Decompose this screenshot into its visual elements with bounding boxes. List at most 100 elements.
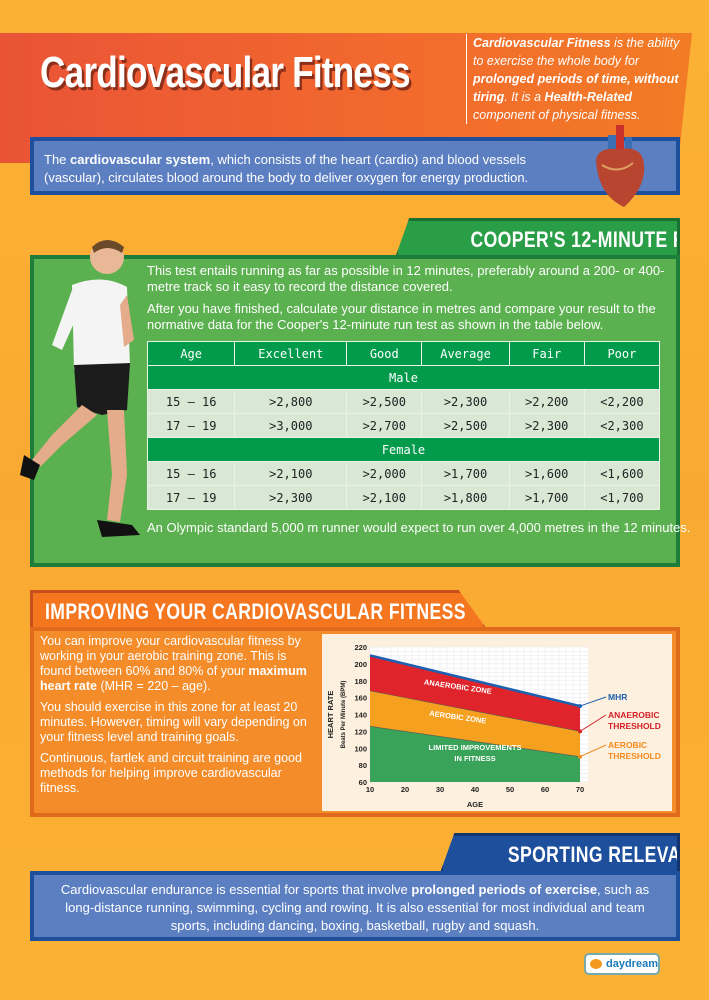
table-cell: >1,800	[421, 485, 510, 510]
table-cell: 15 – 16	[146, 389, 236, 414]
table-cell: >2,300	[421, 389, 510, 414]
text: You can improve your cardiovascular fitn…	[40, 634, 301, 678]
table-cell: <2,300	[583, 413, 661, 438]
series-label: AEROBIC THRESHOLD	[608, 740, 661, 761]
table-cell: >2,000	[346, 461, 423, 486]
aerobic-zone-area	[370, 690, 580, 757]
intro-text: The	[44, 152, 71, 167]
col-poor: Poor	[583, 341, 661, 366]
table-cell: >1,600	[508, 461, 585, 486]
table-cell: >1,700	[421, 461, 510, 486]
series-label: ANAEROBIC THRESHOLD	[608, 710, 661, 731]
limited-zone-area	[370, 726, 580, 782]
intro-box: The cardiovascular system, which consist…	[30, 137, 680, 195]
def-text: . It is a	[504, 90, 545, 104]
x-axis-title: AGE	[467, 800, 483, 809]
table-cell: >2,100	[234, 461, 348, 486]
y-tick-label: 180	[354, 677, 367, 686]
col-average: Average	[421, 341, 510, 366]
text: (MHR = 220 – age).	[96, 679, 211, 693]
sporting-heading: SPORTING RELEVANCE	[440, 833, 680, 873]
def-text: component of physical fitness.	[473, 108, 641, 122]
y-tick-label: 60	[359, 778, 367, 787]
leader-line	[579, 744, 607, 758]
table-cell: >1,700	[508, 485, 585, 510]
runner-photo	[20, 240, 140, 537]
table-cell: 15 – 16	[146, 461, 236, 486]
x-tick-label: 20	[401, 785, 409, 794]
improving-paragraph: You should exercise in this zone for at …	[40, 700, 307, 744]
cooper-norms-table: Age Excellent Good Average Fair Poor Male 15 –…	[146, 341, 661, 510]
logo-text: daydream	[606, 958, 658, 970]
limited-zone-label: IN FITNESS	[454, 754, 495, 763]
y-tick-label: 100	[354, 744, 367, 753]
text: , such as long-distance running, swimmin…	[65, 882, 650, 933]
page-title: Cardiovascular Fitness	[40, 48, 411, 97]
y-tick-label: 140	[354, 711, 367, 720]
sporting-box: Cardiovascular endurance is essential fo…	[30, 871, 680, 941]
table-cell: >2,500	[346, 389, 423, 414]
table-cell: >2,800	[234, 389, 348, 414]
text: Cardiovascular endurance is essential fo…	[60, 882, 412, 897]
series-line-2	[369, 726, 581, 757]
x-tick-label: 30	[436, 785, 444, 794]
cooper-paragraph: After you have finished, calculate your …	[147, 301, 656, 332]
leader-line	[579, 696, 607, 707]
improving-text: You can improve your cardiovascular fitn…	[40, 634, 320, 802]
def-term: Cardiovascular Fitness	[473, 36, 611, 50]
group-row: Male	[147, 365, 660, 390]
mhr-bold: maximum heart rate	[40, 664, 307, 693]
y-tick-label: 120	[354, 727, 367, 736]
improving-heading-text: IMPROVING YOUR CARDIOVASCULAR FITNESS	[45, 599, 466, 624]
def-text: is the ability to exercise the whole bod…	[473, 36, 680, 68]
x-tick-label: 10	[366, 785, 374, 794]
table-header-row: Age Excellent Good Average Fair Poor	[146, 341, 661, 366]
table-cell: <2,200	[583, 389, 661, 414]
group-label: Male	[147, 365, 660, 390]
col-excellent: Excellent	[234, 341, 348, 366]
sporting-heading-text: SPORTING RELEVANCE	[507, 842, 680, 867]
col-fair: Fair	[508, 341, 585, 366]
table-row: 17 – 19 >2,300 >2,100 >1,800 >1,700 <1,700	[146, 485, 661, 510]
table-cell: <1,600	[583, 461, 661, 486]
table-cell: >2,100	[346, 485, 423, 510]
table-cell: >2,300	[234, 485, 348, 510]
table-cell: 17 – 19	[146, 413, 236, 438]
x-tick-label: 50	[506, 785, 514, 794]
table-cell: >2,200	[508, 389, 585, 414]
heart-illustration	[596, 125, 645, 207]
intro-bold: cardiovascular system	[70, 152, 211, 167]
table-cell: 17 – 19	[146, 485, 236, 510]
table-cell: >2,300	[508, 413, 585, 438]
anaerobic-zone-area	[370, 655, 580, 732]
table-cell: >2,700	[346, 413, 423, 438]
improving-paragraph: You can improve your cardiovascular fitn…	[40, 634, 320, 694]
leader-line	[579, 714, 607, 732]
table-cell: <1,700	[583, 485, 661, 510]
def-bold: prolonged periods of time, without tirin…	[473, 72, 679, 104]
cooper-heading-text: COOPER'S 12-MINUTE RUN	[470, 227, 677, 252]
group-label: Female	[147, 437, 660, 462]
cooper-heading: COOPER'S 12-MINUTE RUN	[395, 218, 680, 258]
col-good: Good	[346, 341, 423, 366]
def-bold: Health-Related	[544, 90, 633, 104]
olympic-note: An Olympic standard 5,000 m runner would…	[147, 520, 691, 535]
cooper-description: This test entails running as far as poss…	[147, 263, 667, 339]
x-tick-label: 60	[541, 785, 549, 794]
table-cell: >2,500	[421, 413, 510, 438]
cooper-paragraph: This test entails running as far as poss…	[147, 263, 665, 294]
series-line-1	[369, 690, 581, 732]
daydream-logo: daydream	[584, 953, 660, 975]
improving-paragraph: Continuous, fartlek and circuit training…	[40, 751, 302, 795]
y-tick-label: 160	[354, 694, 367, 703]
group-row: Female	[147, 437, 660, 462]
definition-text: Cardiovascular Fitness is the ability to…	[466, 34, 691, 124]
table-row: 17 – 19 >3,000 >2,700 >2,500 >2,300 <2,300	[146, 413, 661, 438]
heart-rate-chart-panel: MHR ANAEROBIC THRESHOLD AEROBIC THRESHOLD ANA…	[322, 634, 672, 811]
series-line-0	[369, 654, 581, 708]
col-age: Age	[146, 341, 236, 366]
y-tick-label: 220	[354, 643, 367, 652]
x-tick-label: 40	[471, 785, 479, 794]
table-cell: >3,000	[234, 413, 348, 438]
